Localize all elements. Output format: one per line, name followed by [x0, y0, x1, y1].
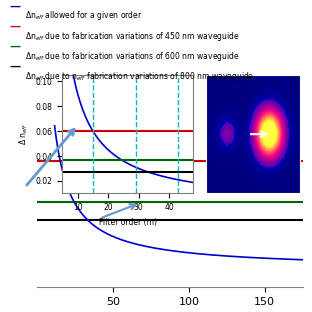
- Text: —: —: [9, 42, 21, 52]
- Y-axis label: $\Delta$ n$_{eff}$: $\Delta$ n$_{eff}$: [17, 123, 30, 145]
- Text: $\Delta$n$_{eff}$ allowed for a given order: $\Delta$n$_{eff}$ allowed for a given or…: [25, 9, 143, 22]
- Text: —: —: [9, 62, 21, 72]
- Text: —: —: [9, 1, 21, 11]
- Text: $\Delta$n$_{eff}$ due to fabrication variations of 600 nm waveguide: $\Delta$n$_{eff}$ due to fabrication var…: [25, 50, 240, 63]
- X-axis label: Filter order (m): Filter order (m): [99, 218, 157, 227]
- Text: —: —: [9, 22, 21, 32]
- Text: $\Delta$n$_{eff}$ due to fabrication variations of 450 nm waveguide: $\Delta$n$_{eff}$ due to fabrication var…: [25, 30, 240, 43]
- Text: $\Delta$n$_{eff}$ due to n$_{eff}$ fabrication variations of 800 nm waveguide: $\Delta$n$_{eff}$ due to n$_{eff}$ fabri…: [25, 70, 254, 83]
